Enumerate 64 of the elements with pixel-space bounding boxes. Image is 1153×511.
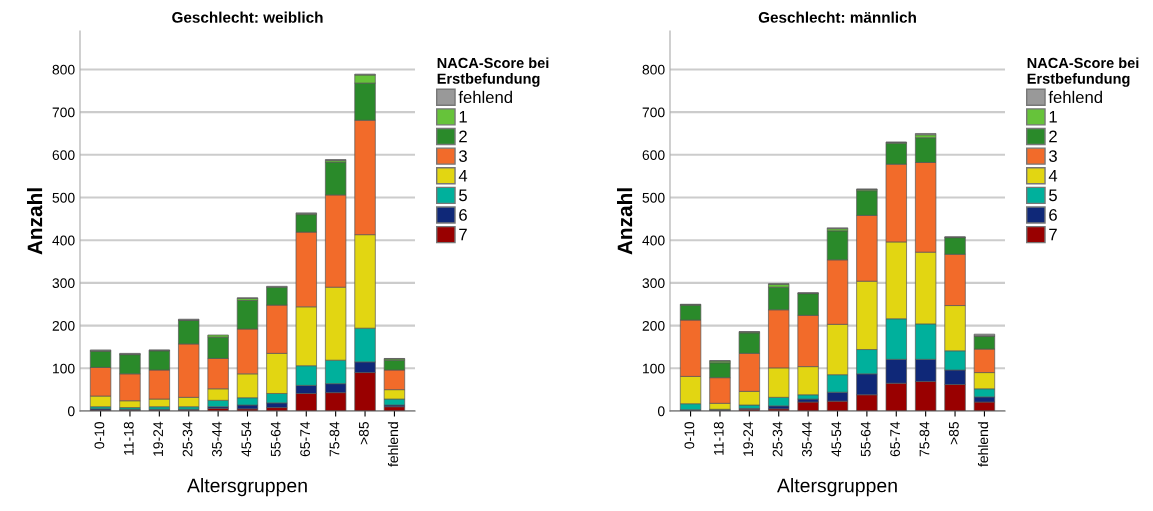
legend-label: 1	[459, 111, 467, 123]
legend-label: 1	[1049, 111, 1057, 123]
x-tick-label: >85	[948, 422, 959, 445]
x-tick-label: 65-74	[890, 421, 900, 457]
y-tick-label: 800	[642, 64, 665, 75]
x-tick-label: 55-64	[270, 421, 281, 457]
y-tick-label: 100	[643, 363, 665, 374]
legend-label: 5	[1049, 189, 1057, 202]
legend-label: fehlend	[1048, 90, 1102, 104]
x-tick-label: 35-44	[802, 421, 812, 457]
y-tick-label: 0	[67, 406, 75, 417]
x-tick-label: 25-34	[772, 421, 783, 457]
x-tick-label: 75-84	[919, 421, 930, 457]
legend-label: 7	[1049, 228, 1057, 241]
y-tick-label: 800	[52, 64, 75, 75]
y-tick-label: 200	[52, 320, 75, 331]
x-tick-label: 0-10	[94, 421, 105, 449]
legend-label: 6	[459, 209, 467, 221]
x-tick-label: 65-74	[300, 421, 310, 457]
legend-label: 4	[458, 169, 468, 182]
y-tick-label: 700	[642, 107, 665, 118]
y-axis-title: Anzahl	[26, 188, 43, 255]
y-tick-label: 600	[642, 150, 665, 160]
legend-label: 5	[459, 189, 467, 202]
chart-title: Geschlecht: männlich	[758, 11, 916, 23]
y-tick-label: 400	[642, 235, 665, 246]
y-tick-label: 200	[642, 320, 665, 331]
chart-title: Geschlecht: weiblich	[172, 11, 323, 23]
x-tick-label: 75-84	[329, 421, 340, 457]
legend-label: 2	[1049, 130, 1057, 143]
legend-title: NACA-Score bei Erstbefundung	[437, 57, 549, 87]
legend-label: 2	[459, 130, 467, 143]
legend-label: 6	[1049, 209, 1057, 221]
x-tick-label: >85	[358, 422, 369, 445]
legend-label: fehlend	[458, 90, 512, 104]
legend-label: 4	[1048, 169, 1058, 182]
x-tick-label: 45-54	[241, 421, 252, 457]
legend-label: 3	[1049, 150, 1057, 162]
y-axis-title: Anzahl	[616, 188, 633, 255]
x-tick-label: 19-24	[153, 421, 164, 456]
x-tick-label: 45-54	[831, 421, 842, 457]
x-axis-title: Altersgruppen	[777, 478, 897, 497]
legend-label: 3	[459, 150, 467, 162]
y-tick-label: 100	[53, 363, 75, 374]
x-tick-label: fehlend	[977, 422, 989, 467]
x-tick-label: 35-44	[212, 421, 222, 457]
y-tick-label: 0	[657, 406, 665, 417]
x-tick-label: 11-18	[713, 422, 724, 455]
y-tick-label: 700	[52, 107, 75, 118]
x-tick-label: 11-18	[123, 422, 134, 455]
x-tick-label: fehlend	[387, 422, 399, 467]
y-tick-label: 600	[52, 150, 75, 160]
y-tick-label: 500	[642, 192, 665, 203]
y-tick-label: 300	[642, 278, 665, 289]
x-tick-label: 0-10	[684, 421, 695, 449]
x-tick-label: 19-24	[743, 421, 754, 456]
y-tick-label: 500	[52, 192, 75, 203]
y-tick-label: 400	[52, 235, 75, 246]
legend-label: 7	[459, 228, 467, 241]
legend-title: NACA-Score bei Erstbefundung	[1027, 57, 1139, 87]
y-tick-label: 300	[52, 278, 75, 289]
x-tick-label: 55-64	[860, 421, 871, 457]
x-axis-title: Altersgruppen	[187, 478, 307, 497]
x-tick-label: 25-34	[182, 421, 193, 457]
